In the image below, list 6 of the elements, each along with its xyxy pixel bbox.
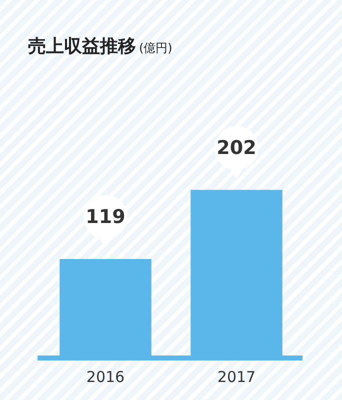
x-tick-label: 2016 (86, 368, 125, 386)
chart-title: 売上収益推移 (28, 36, 136, 57)
data-label: 202 (216, 136, 256, 159)
chart-subtitle: (億円) (139, 41, 172, 55)
x-tick-label: 2017 (217, 368, 256, 386)
data-label: 119 (86, 206, 126, 228)
